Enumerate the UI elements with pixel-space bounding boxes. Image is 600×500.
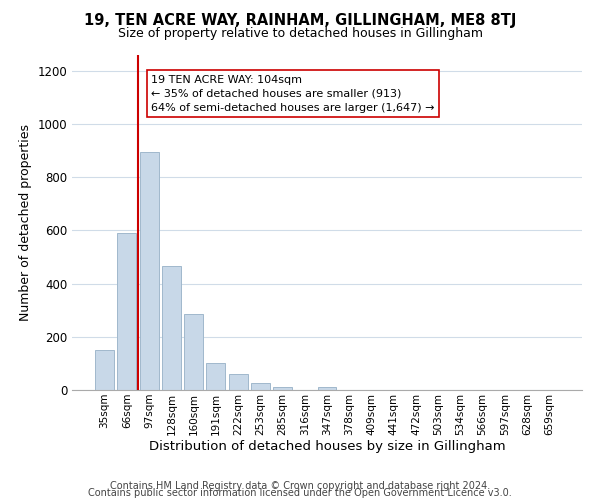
Bar <box>206 364 225 390</box>
X-axis label: Distribution of detached houses by size in Gillingham: Distribution of detached houses by size … <box>149 440 505 454</box>
Text: Contains public sector information licensed under the Open Government Licence v3: Contains public sector information licen… <box>88 488 512 498</box>
Text: 19 TEN ACRE WAY: 104sqm
← 35% of detached houses are smaller (913)
64% of semi-d: 19 TEN ACRE WAY: 104sqm ← 35% of detache… <box>151 75 435 113</box>
Bar <box>184 314 203 390</box>
Y-axis label: Number of detached properties: Number of detached properties <box>19 124 32 321</box>
Text: 19, TEN ACRE WAY, RAINHAM, GILLINGHAM, ME8 8TJ: 19, TEN ACRE WAY, RAINHAM, GILLINGHAM, M… <box>84 12 516 28</box>
Bar <box>162 266 181 390</box>
Bar <box>229 374 248 390</box>
Bar <box>317 386 337 390</box>
Bar <box>118 233 136 390</box>
Text: Size of property relative to detached houses in Gillingham: Size of property relative to detached ho… <box>118 28 482 40</box>
Text: Contains HM Land Registry data © Crown copyright and database right 2024.: Contains HM Land Registry data © Crown c… <box>110 481 490 491</box>
Bar <box>140 152 158 390</box>
Bar <box>273 386 292 390</box>
Bar <box>251 382 270 390</box>
Bar <box>95 350 114 390</box>
